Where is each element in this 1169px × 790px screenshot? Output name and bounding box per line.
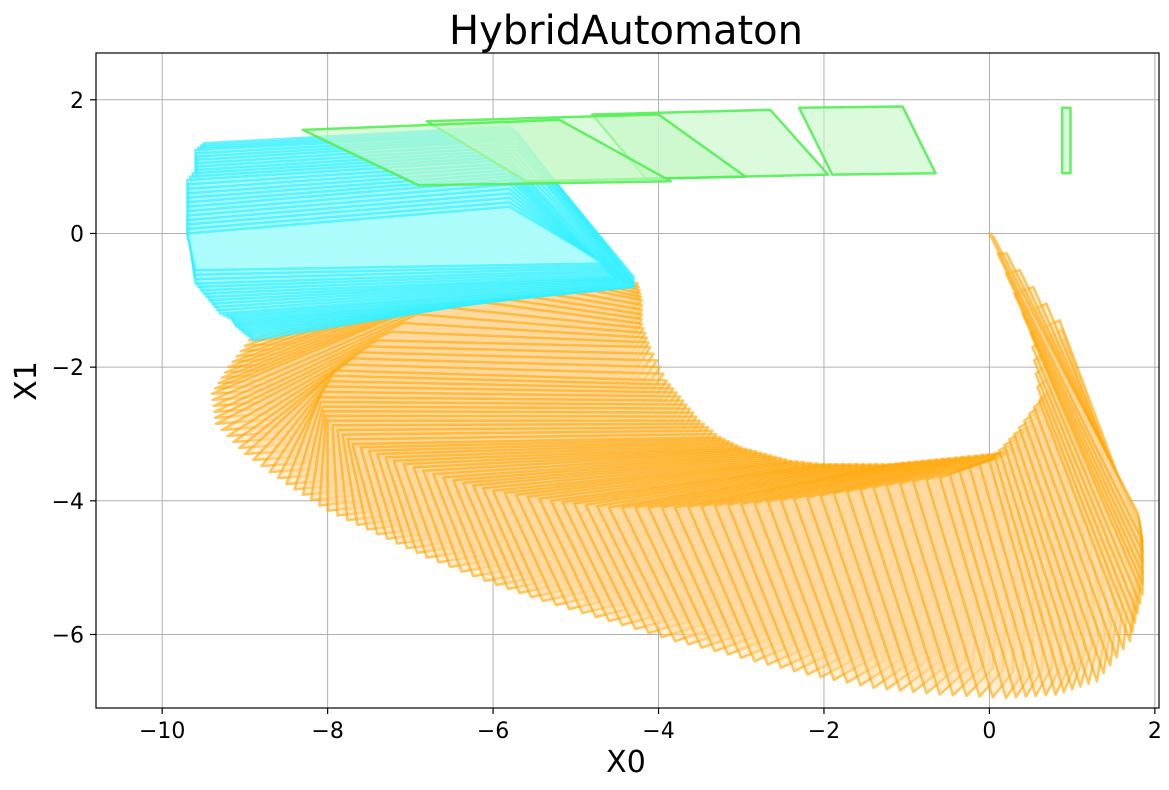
y-tick-label: −2 [52,356,84,381]
cyan-reach-polygon [185,205,607,272]
green-reach-polygon [1060,106,1072,175]
orange-reach-polygon [779,457,945,684]
orange-reach-polygon [988,232,1144,543]
tick-layer: −10 −8 −6 −4 −2 0 2 −6 −4 −2 0 2 [52,89,1162,744]
y-axis-label: X1 [9,361,44,401]
y-tick-label: 0 [70,222,84,247]
orange-reach-polygon [859,453,985,695]
orange-reach-polygon [912,448,1016,698]
x-tick-label: −4 [642,719,674,744]
orange-reach-polygon [845,454,978,694]
y-tick-label: 2 [70,89,84,114]
x-tick-label: 0 [982,719,996,744]
y-tick-label: −6 [52,623,84,648]
x-tick-label: 2 [1148,719,1162,744]
chart-title: HybridAutomaton [449,8,803,54]
x-axis-label: X0 [606,745,646,780]
green-reach-polygon [301,118,673,187]
green-reach-polygon [797,105,937,176]
y-tick-label: −4 [52,490,84,515]
orange-reach-polygon [898,450,1008,698]
x-tick-label: −10 [139,719,185,744]
orange-reach-polygon [753,458,932,679]
polygon-layer [185,105,1144,700]
plot-frame [95,52,1160,709]
x-tick-label: −2 [808,719,840,744]
x-tick-label: −6 [477,719,509,744]
x-tick-label: −8 [311,719,343,744]
